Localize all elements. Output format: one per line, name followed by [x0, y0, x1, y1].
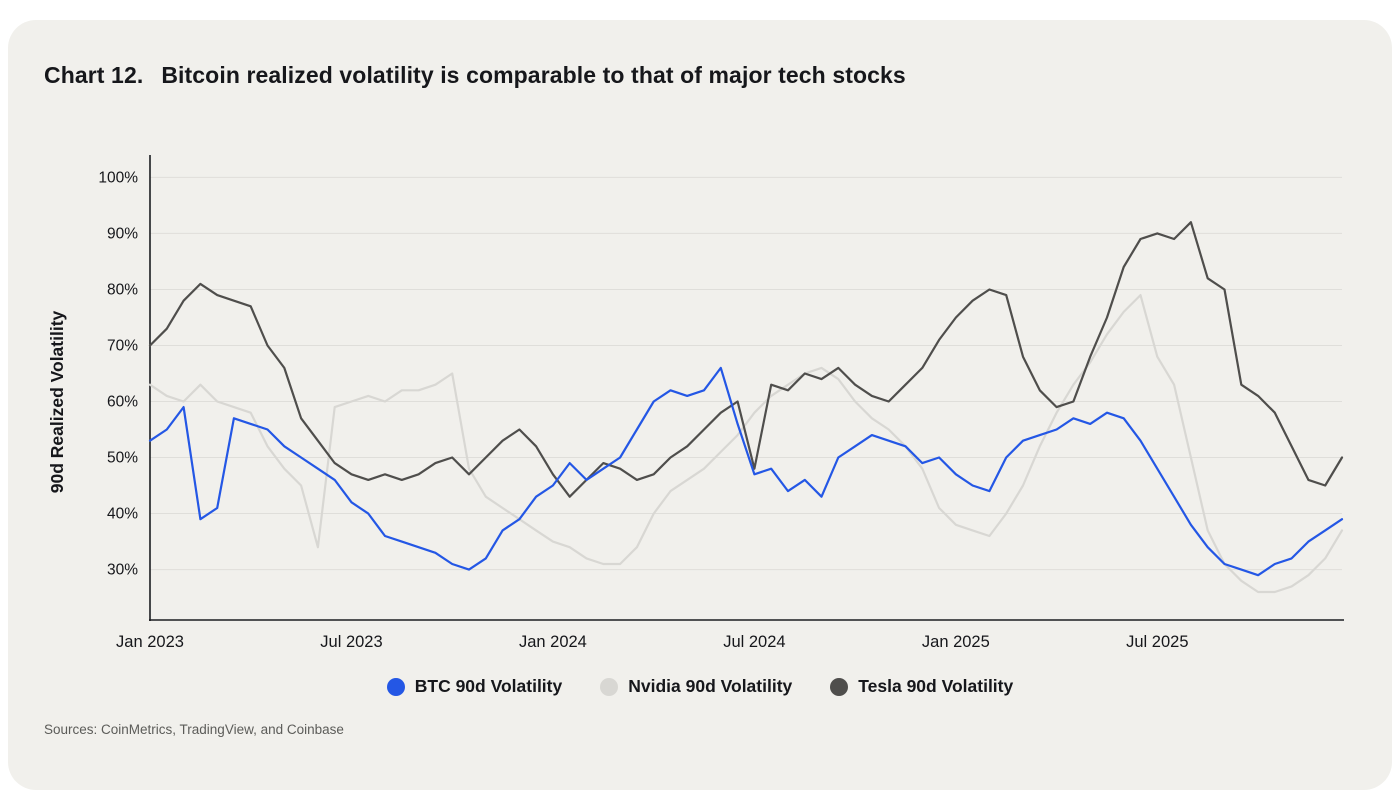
series-line-nvidia [148, 294, 1344, 594]
y-tick-label: 60% [107, 394, 138, 411]
y-tick-label: 90% [107, 225, 138, 242]
legend-label-nvidia: Nvidia 90d Volatility [628, 676, 793, 696]
legend-dot-0 [386, 677, 405, 696]
chart-title-text: Bitcoin realized volatility is comparabl… [161, 62, 906, 88]
y-tick-label: 50% [107, 450, 138, 467]
y-axis-title: 90d Realized Volatility [47, 310, 67, 493]
legend-label-btc: BTC 90d Volatility [414, 676, 563, 696]
y-tick-label: 100% [98, 169, 138, 186]
y-tick-label: 30% [107, 562, 138, 579]
chart-number-label: Chart 12. [44, 62, 144, 88]
x-tick-label: Jul 2024 [723, 633, 785, 651]
legend-dot-2 [830, 677, 849, 696]
series-line-btc [148, 366, 1344, 577]
legend-label-tesla: Tesla 90d Volatility [858, 676, 1014, 696]
y-tick-label: 70% [107, 337, 138, 354]
chart-card [8, 20, 1392, 790]
chart-title: Chart 12. Bitcoin realized volatility is … [44, 62, 906, 89]
y-tick-label: 80% [107, 281, 138, 298]
series-line-tesla [148, 221, 1344, 498]
x-tick-label: Jan 2023 [116, 633, 184, 651]
legend-dot-1 [600, 677, 619, 696]
legend-item-tesla: Tesla 90d Volatility [830, 676, 1013, 697]
x-tick-label: Jul 2025 [1126, 633, 1188, 651]
chart-legend: BTC 90d Volatility Nvidia 90d Volatility… [0, 676, 1400, 697]
sources-note: Sources: CoinMetrics, TradingView, and C… [44, 722, 344, 737]
legend-item-btc: BTC 90d Volatility [386, 676, 563, 697]
legend-item-nvidia: Nvidia 90d Volatility [600, 676, 792, 697]
x-tick-label: Jul 2023 [320, 633, 382, 651]
x-tick-label: Jan 2024 [519, 633, 587, 651]
y-tick-label: 40% [107, 506, 138, 523]
x-tick-label: Jan 2025 [922, 633, 990, 651]
